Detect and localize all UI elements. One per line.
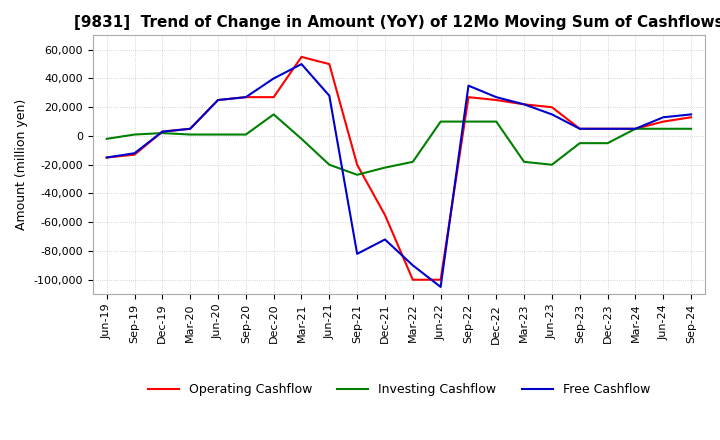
Free Cashflow [186,126,194,132]
Operating Cashflow [241,95,250,100]
Free Cashflow [687,112,696,117]
Operating Cashflow [548,105,557,110]
Free Cashflow [464,83,473,88]
Operating Cashflow [186,126,194,132]
Line: Investing Cashflow: Investing Cashflow [107,114,691,175]
Investing Cashflow [464,119,473,124]
Line: Free Cashflow: Free Cashflow [107,64,691,287]
Investing Cashflow [659,126,667,132]
Free Cashflow [158,129,166,134]
Operating Cashflow [353,162,361,167]
Investing Cashflow [102,136,111,142]
Free Cashflow [297,62,306,67]
Free Cashflow [325,93,333,99]
Operating Cashflow [325,62,333,67]
Operating Cashflow [492,97,500,103]
Investing Cashflow [631,126,640,132]
Investing Cashflow [381,165,390,170]
Free Cashflow [603,126,612,132]
Free Cashflow [381,237,390,242]
Operating Cashflow [158,129,166,134]
Investing Cashflow [186,132,194,137]
Legend: Operating Cashflow, Investing Cashflow, Free Cashflow: Operating Cashflow, Investing Cashflow, … [143,378,655,401]
Operating Cashflow [269,95,278,100]
Operating Cashflow [659,119,667,124]
Free Cashflow [659,115,667,120]
Free Cashflow [575,126,584,132]
Free Cashflow [631,126,640,132]
Investing Cashflow [492,119,500,124]
Operating Cashflow [575,126,584,132]
Free Cashflow [408,263,417,268]
Investing Cashflow [297,136,306,142]
Free Cashflow [130,150,139,156]
Operating Cashflow [464,95,473,100]
Investing Cashflow [158,130,166,136]
Investing Cashflow [575,140,584,146]
Operating Cashflow [687,115,696,120]
Investing Cashflow [548,162,557,167]
Operating Cashflow [381,213,390,218]
Free Cashflow [102,155,111,160]
Free Cashflow [548,112,557,117]
Operating Cashflow [436,277,445,282]
Investing Cashflow [436,119,445,124]
Free Cashflow [520,102,528,107]
Investing Cashflow [130,132,139,137]
Investing Cashflow [269,112,278,117]
Operating Cashflow [631,126,640,132]
Investing Cashflow [408,159,417,165]
Operating Cashflow [603,126,612,132]
Investing Cashflow [214,132,222,137]
Investing Cashflow [241,132,250,137]
Y-axis label: Amount (million yen): Amount (million yen) [15,99,28,231]
Free Cashflow [436,284,445,290]
Operating Cashflow [130,152,139,157]
Investing Cashflow [687,126,696,132]
Operating Cashflow [520,102,528,107]
Investing Cashflow [520,159,528,165]
Free Cashflow [492,95,500,100]
Operating Cashflow [297,54,306,59]
Free Cashflow [269,76,278,81]
Investing Cashflow [325,162,333,167]
Investing Cashflow [353,172,361,177]
Title: [9831]  Trend of Change in Amount (YoY) of 12Mo Moving Sum of Cashflows: [9831] Trend of Change in Amount (YoY) o… [74,15,720,30]
Operating Cashflow [214,97,222,103]
Investing Cashflow [603,140,612,146]
Free Cashflow [353,251,361,257]
Operating Cashflow [102,155,111,160]
Operating Cashflow [408,277,417,282]
Free Cashflow [241,95,250,100]
Line: Operating Cashflow: Operating Cashflow [107,57,691,280]
Free Cashflow [214,97,222,103]
